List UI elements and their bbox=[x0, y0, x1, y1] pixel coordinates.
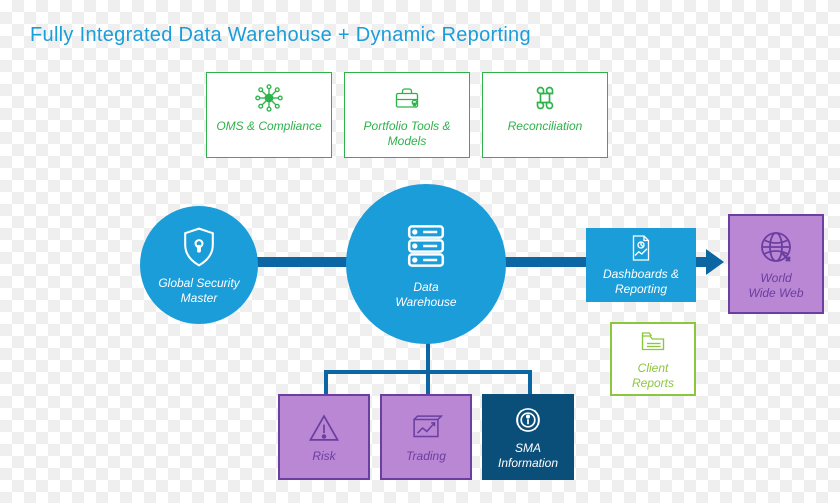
circle-dw: DataWarehouse bbox=[346, 184, 506, 344]
box-oms-label: OMS & Compliance bbox=[216, 119, 321, 134]
circle-gsm-label: Global SecurityMaster bbox=[158, 276, 239, 306]
page-title: Fully Integrated Data Warehouse + Dynami… bbox=[30, 24, 531, 47]
box-risk-label: Risk bbox=[312, 449, 335, 464]
box-portfolio-label: Portfolio Tools &Models bbox=[364, 119, 451, 149]
circle-gsm: Global SecurityMaster bbox=[140, 206, 258, 324]
box-recon: Reconciliation bbox=[482, 72, 608, 158]
box-dash: Dashboards &Reporting bbox=[586, 228, 696, 302]
connector-stem bbox=[528, 370, 532, 394]
box-www-label: WorldWide Web bbox=[748, 271, 803, 301]
box-clientrep-label: ClientReports bbox=[632, 361, 674, 391]
box-risk: Risk bbox=[278, 394, 370, 480]
circle-dw-label: DataWarehouse bbox=[395, 280, 456, 310]
box-clientrep: ClientReports bbox=[610, 322, 696, 396]
box-trading-label: Trading bbox=[406, 449, 446, 464]
box-oms: OMS & Compliance bbox=[206, 72, 332, 158]
box-sma-label: SMAInformation bbox=[498, 441, 558, 471]
box-trading: Trading bbox=[380, 394, 472, 480]
box-recon-label: Reconciliation bbox=[508, 119, 583, 134]
connector-stem bbox=[324, 370, 328, 394]
arrowhead-main bbox=[706, 249, 724, 275]
box-dash-label: Dashboards &Reporting bbox=[603, 267, 679, 297]
box-portfolio: Portfolio Tools &Models bbox=[344, 72, 470, 158]
box-www: WorldWide Web bbox=[728, 214, 824, 314]
box-sma: SMAInformation bbox=[482, 394, 574, 480]
